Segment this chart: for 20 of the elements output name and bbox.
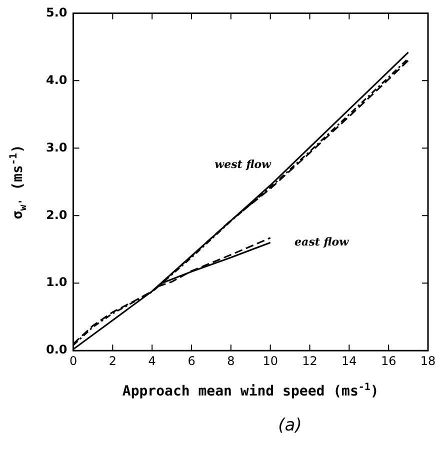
y-tick-label: 3.0 [46,140,68,154]
x-tick-label: 2 [108,354,116,368]
x-tick-label: 12 [302,354,318,368]
y-axis-title: σw' (ms-1) [8,144,30,220]
x-tick-label: 18 [420,354,436,368]
x-tick-label: 6 [188,354,196,368]
annotation: east flow [294,235,350,248]
y-tick-label: 4.0 [46,72,68,87]
y-tick-label: 1.0 [46,275,68,290]
annotation: west flow [214,158,272,171]
x-tick-label: 10 [262,354,278,368]
x-tick-label: 4 [148,354,156,368]
x-tick-label: 8 [227,354,235,368]
y-tick-label: 0.0 [46,342,68,357]
text: (a) [278,416,302,436]
x-tick-label: 0 [69,354,78,368]
y-tick-label: 2.0 [46,208,68,222]
x-tick-label: 16 [380,354,396,368]
x-tick-label: 14 [342,354,357,368]
y-tick-label: 5.0 [46,5,68,20]
